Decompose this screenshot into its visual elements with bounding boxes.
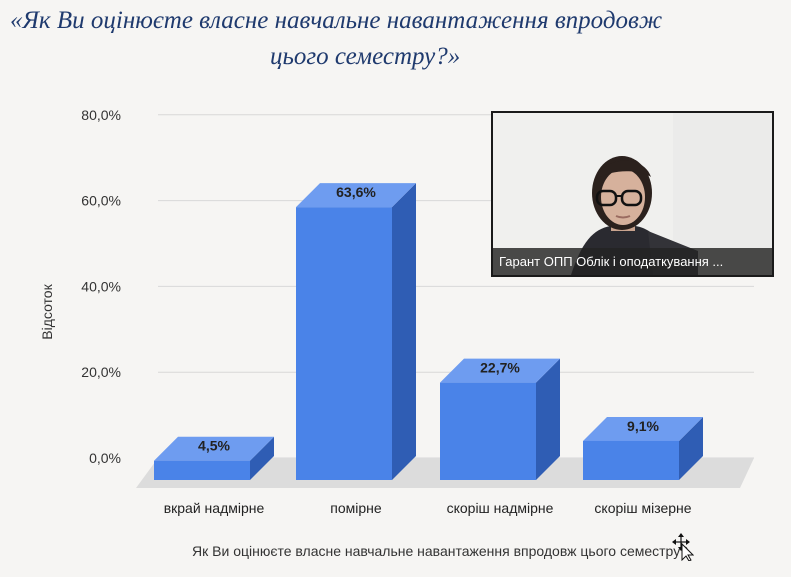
bar-front [154, 460, 250, 480]
participant-name-label: Гарант ОПП Облік і оподаткування ... [493, 248, 772, 275]
bar-top [296, 183, 416, 208]
x-category-label: скоріш мізерне [594, 500, 691, 516]
bar-side [392, 183, 416, 480]
bar-top [440, 358, 560, 383]
y-tick-label: 60,0% [81, 193, 121, 209]
x-category-label: скоріш надмірне [447, 500, 554, 516]
y-axis-tick-labels: 0,0% 20,0% 40,0% 60,0% 80,0% [81, 107, 121, 466]
slide-title-line-1: «Як Ви оцінюєте власне навчальне наванта… [10, 7, 663, 34]
slide-title-line-2: цього семестру?» [270, 43, 461, 70]
y-axis-label: Відсоток [39, 283, 55, 339]
x-axis-category-labels: вкрай надмірне помірне скоріш надмірне скор… [164, 500, 692, 516]
participant-video-tile[interactable]: Гарант ОПП Облік і оподаткування ... [491, 111, 774, 277]
bar-side [536, 358, 560, 480]
bar: 4,5% [154, 436, 274, 480]
bar-side [679, 416, 703, 480]
bars: 4,5% 63,6% 22,7% 9,1% [154, 183, 703, 480]
y-tick-label: 80,0% [81, 107, 121, 123]
bar: 22,7% [440, 358, 560, 480]
bar-value-label: 4,5% [198, 438, 230, 454]
y-tick-label: 20,0% [81, 364, 121, 380]
bar-front [296, 207, 392, 480]
bar-value-label: 9,1% [627, 418, 659, 434]
x-category-label: помірне [330, 500, 382, 516]
bar-top [154, 436, 274, 461]
y-tick-label: 0,0% [89, 450, 121, 466]
y-tick-label: 40,0% [81, 278, 121, 294]
x-category-label: вкрай надмірне [164, 500, 265, 516]
bar-top [583, 416, 703, 441]
bar-side [250, 436, 274, 480]
bar-front [583, 440, 679, 480]
bar: 63,6% [296, 183, 416, 480]
bar-value-label: 63,6% [336, 184, 376, 200]
x-axis-label: Як Ви оцінюєте власне навчальне навантаж… [192, 543, 688, 559]
bar: 9,1% [583, 416, 703, 480]
bar-value-label: 22,7% [480, 360, 520, 376]
move-cursor-icon [672, 533, 694, 561]
bar-front [440, 382, 536, 480]
